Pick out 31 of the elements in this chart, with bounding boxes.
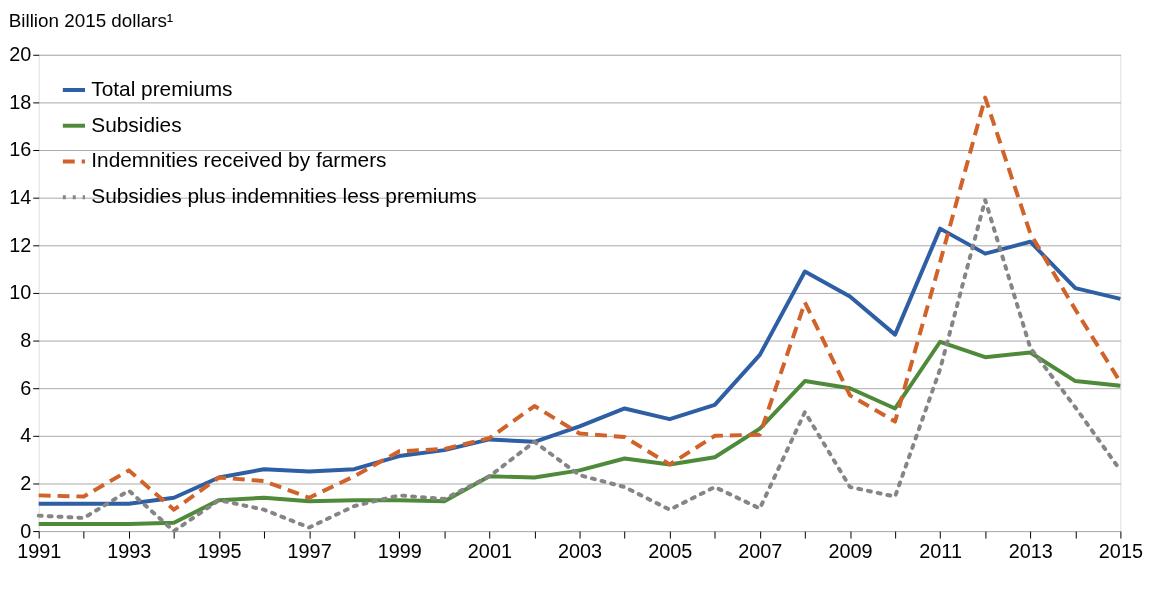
y-tick-label: 12 [9,233,32,256]
y-tick-label: 8 [20,329,32,352]
legend-label: Subsidies plus indemnities less premiums [91,184,477,208]
x-tick-label: 2013 [1008,540,1053,563]
x-tick-label: 1997 [287,540,332,563]
legend-label: Total premiums [91,76,233,100]
x-tick-label: 1999 [377,540,422,563]
legend-label: Indemnities received by farmers [91,148,387,172]
x-tick-label: 2003 [557,540,603,563]
x-tick-label: 1995 [197,540,242,563]
x-tick-label: 2007 [738,540,783,563]
x-tick-label: 1993 [107,540,152,563]
y-tick-label: 0 [20,519,32,542]
x-tick-label: 2015 [1098,540,1143,563]
y-tick-label: 4 [20,424,32,447]
legend-label: Subsidies [91,112,182,136]
line-series [36,339,1123,526]
y-tick-label: 6 [20,376,32,399]
x-tick-label: 2011 [919,540,962,563]
y-axis-title: Billion 2015 dollars¹ [8,9,174,31]
y-tick-label: 16 [9,138,32,161]
y-tick-label: 14 [9,186,32,209]
x-tick-label: 1991 [17,540,62,563]
x-tick-label: 2001 [467,540,512,563]
y-tick-label: 20 [9,43,32,66]
y-tick-label: 18 [9,90,32,113]
y-tick-label: 2 [20,471,32,494]
line-series [36,226,1123,506]
y-tick-label: 10 [9,281,32,304]
x-tick-label: 2005 [648,540,693,563]
x-tick-label: 2009 [828,540,873,563]
